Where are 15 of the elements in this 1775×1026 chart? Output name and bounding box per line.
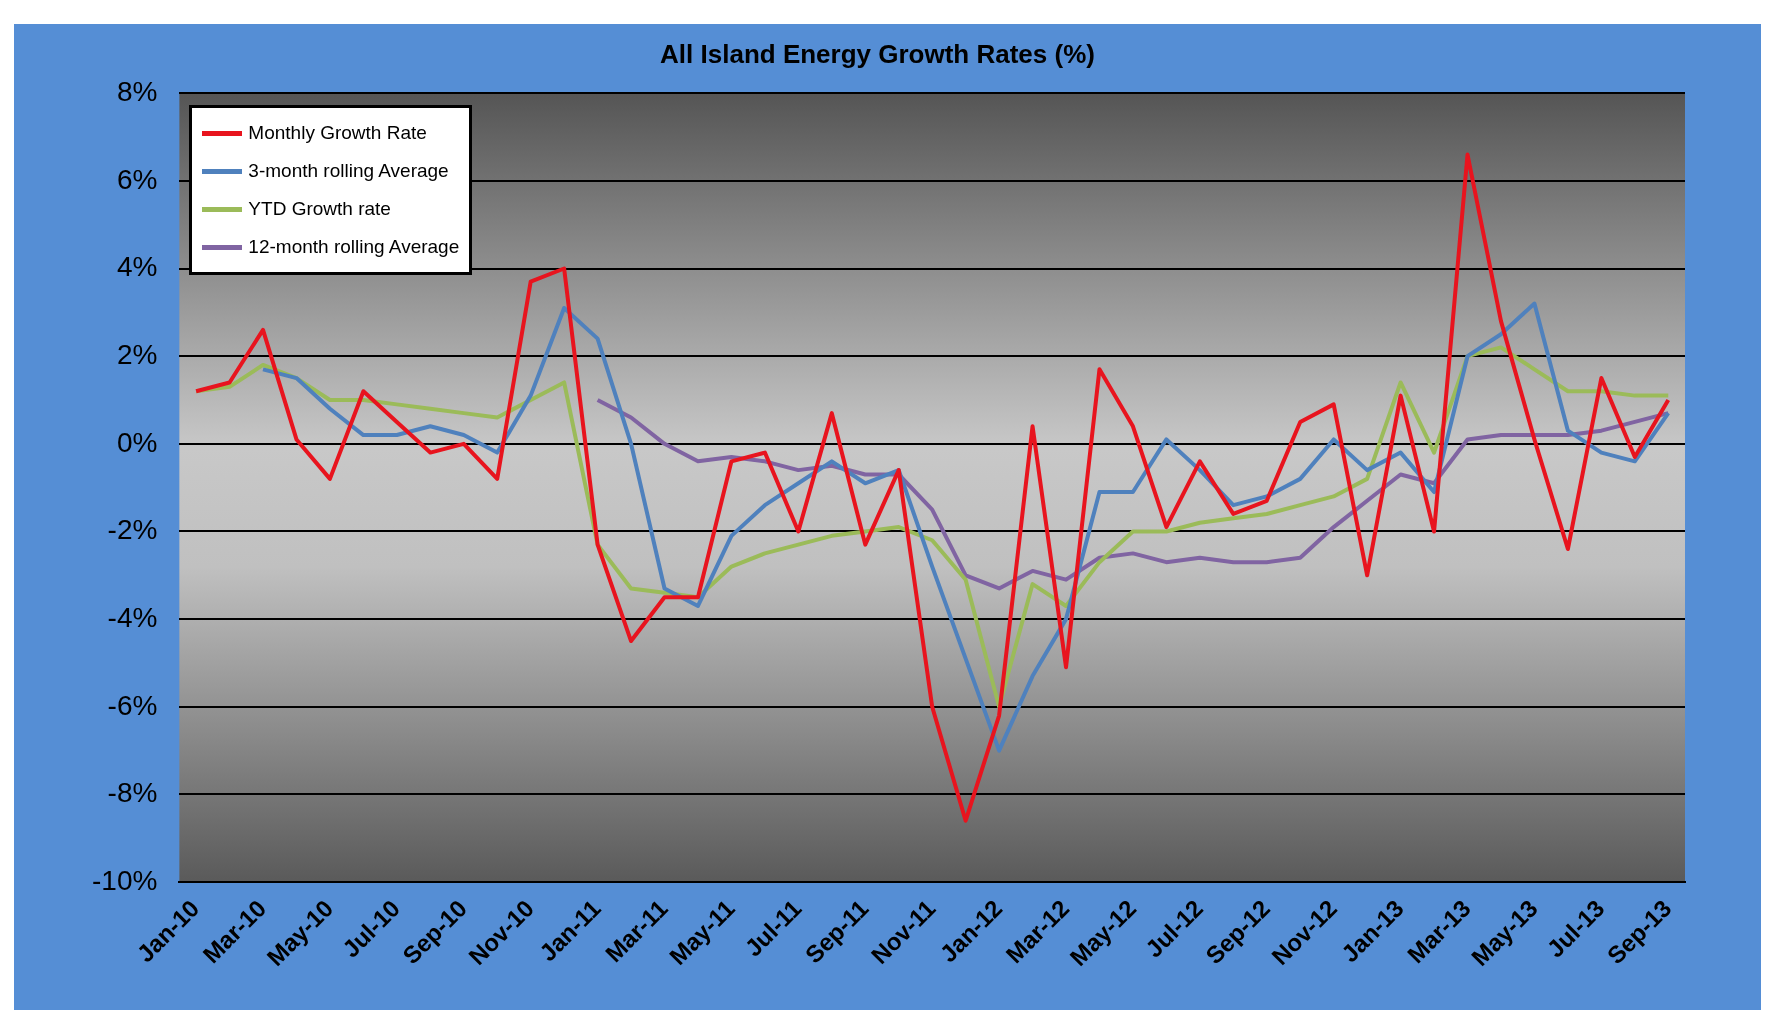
y-tick-label: 6% [116, 163, 158, 195]
y-tick-label: -8% [107, 777, 158, 809]
y-tick-label: -4% [107, 601, 158, 633]
y-tick-label: 0% [116, 426, 158, 458]
legend-label: Monthly Growth Rate [248, 122, 427, 145]
legend-label: YTD Growth rate [248, 198, 391, 221]
legend-label: 12-month rolling Average [248, 236, 460, 259]
legend-label: 3-month rolling Average [248, 160, 449, 183]
y-tick-label: -6% [107, 689, 158, 721]
chart-title: All Island Energy Growth Rates (%) [660, 38, 1095, 69]
y-tick-label: 4% [116, 251, 158, 283]
y-tick-label: -2% [107, 514, 158, 546]
y-tick-label: 2% [116, 338, 158, 370]
y-tick-label: -10% [91, 864, 158, 896]
y-tick-label: 8% [116, 75, 158, 107]
